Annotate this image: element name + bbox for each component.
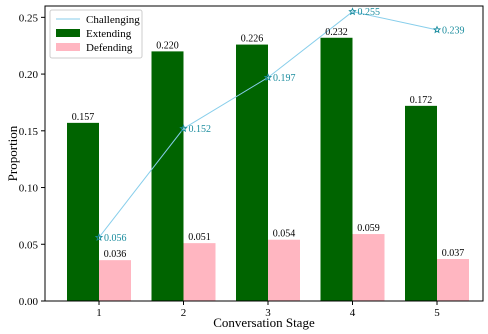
data-label-defending-3: 0.054 bbox=[273, 229, 296, 240]
bar-defending-4 bbox=[352, 234, 385, 301]
y-tick-label-4: 0.20 bbox=[19, 69, 39, 81]
bar-defending-5 bbox=[437, 259, 469, 301]
y-tick-label-3: 0.15 bbox=[19, 126, 39, 138]
y-tick-label-0: 0.00 bbox=[19, 296, 39, 308]
challenging-marker-2 bbox=[179, 124, 188, 133]
bar-extending-4 bbox=[320, 37, 353, 302]
data-label-extending-2: 0.220 bbox=[156, 40, 179, 51]
challenging-marker-1 bbox=[94, 233, 104, 241]
x-tick-label-2: 2 bbox=[181, 307, 187, 319]
challenging-line bbox=[98, 11, 438, 238]
y-axis: 0.00 0.05 0.10 0.15 0.20 0.25 bbox=[19, 12, 45, 308]
y-axis-label: Proportion bbox=[5, 125, 20, 181]
data-label-extending-4: 0.232 bbox=[325, 27, 348, 38]
challenging-marker-4 bbox=[348, 7, 357, 16]
data-label-extending-3: 0.226 bbox=[241, 34, 264, 45]
bar-extending-1 bbox=[67, 122, 99, 301]
bar-extending-2 bbox=[151, 51, 184, 302]
y-tick-label-2: 0.10 bbox=[19, 183, 39, 195]
x-tick-label-5: 5 bbox=[434, 307, 440, 319]
plot-frame bbox=[44, 5, 484, 302]
legend-defending-swatch bbox=[56, 43, 80, 51]
data-label-challenging-1: 0.056 bbox=[104, 233, 127, 244]
x-axis-label: Conversation Stage bbox=[213, 315, 315, 330]
bar-defending-2 bbox=[183, 243, 216, 301]
bar-defending-1 bbox=[99, 260, 131, 301]
data-label-defending-1: 0.036 bbox=[104, 249, 127, 260]
challenging-marker-3 bbox=[263, 73, 273, 82]
data-labels: 0.157 0.220 0.226 0.232 0.172 0.036 0.051 0.054… bbox=[72, 7, 465, 260]
x-axis: 1 2 3 4 5 bbox=[96, 301, 440, 319]
bar-extending-5 bbox=[405, 105, 437, 301]
x-tick-label-3: 3 bbox=[265, 307, 271, 319]
data-label-challenging-5: 0.239 bbox=[442, 25, 465, 36]
data-label-extending-5: 0.172 bbox=[410, 95, 433, 106]
legend-extending-label: Extending bbox=[86, 28, 132, 40]
extending-bars bbox=[67, 37, 437, 302]
legend-challenging-label: Challenging bbox=[86, 14, 140, 26]
bar-defending-3 bbox=[268, 239, 300, 301]
data-label-defending-2: 0.051 bbox=[188, 232, 211, 243]
data-label-challenging-2: 0.152 bbox=[189, 124, 212, 135]
defending-bars bbox=[99, 234, 469, 301]
data-label-extending-1: 0.157 bbox=[72, 112, 95, 123]
data-label-challenging-4: 0.255 bbox=[358, 7, 381, 18]
bar-extending-3 bbox=[236, 44, 268, 301]
data-label-defending-5: 0.037 bbox=[442, 248, 465, 259]
x-tick-label-1: 1 bbox=[96, 307, 102, 319]
data-label-defending-4: 0.059 bbox=[357, 223, 380, 234]
y-tick-label-5: 0.25 bbox=[19, 12, 39, 24]
challenging-line-series bbox=[94, 7, 442, 241]
x-tick-label-4: 4 bbox=[350, 307, 356, 319]
legend-extending-swatch bbox=[56, 29, 80, 37]
challenging-marker-5 bbox=[432, 25, 442, 34]
data-label-challenging-3: 0.197 bbox=[273, 73, 296, 84]
legend: Challenging Extending Defending bbox=[49, 9, 143, 59]
legend-defending-label: Defending bbox=[86, 42, 133, 54]
y-tick-label-1: 0.05 bbox=[19, 239, 39, 251]
